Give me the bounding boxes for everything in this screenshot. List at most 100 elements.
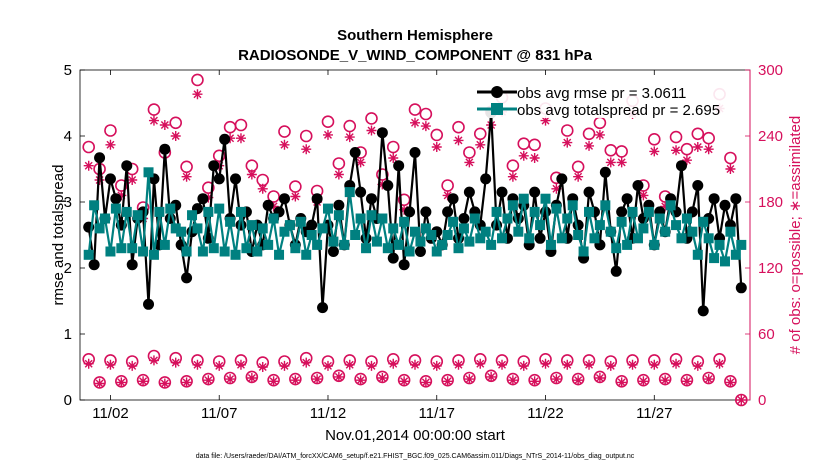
obs-assimilated-marker [257,183,268,194]
obs-assimilated-marker [399,376,410,387]
totalspread-point [393,239,404,250]
obs-assimilated-marker [540,115,551,126]
x-axis-label: Nov.01,2014 00:00:00 start [325,427,506,444]
totalspread-point [448,216,459,227]
totalspread-point [605,226,616,237]
obs-assimilated-marker [127,360,138,371]
obs-assimilated-marker [584,359,595,370]
obs-assimilated-marker [410,117,420,128]
obs-assimilated-marker [138,376,149,387]
obs-possible-marker [223,120,237,134]
obs-assimilated-marker [736,395,747,405]
x-tick-label: 11/02 [92,405,128,422]
obs-assimilated-marker [192,89,203,100]
totalspread-point [350,230,361,240]
totalspread-point [361,243,372,254]
totalspread-point [355,213,366,224]
y-right-tick-label: 180 [758,194,783,211]
legend-rmse-marker [491,86,503,98]
rmse-point [621,193,633,205]
obs-assimilated-marker [627,359,638,370]
obs-assimilated-marker [616,157,627,168]
y-axis-label: rmse and totalspread [50,165,67,306]
totalspread-point [676,233,687,244]
obs-assimilated-marker [257,362,268,372]
rmse-point [414,246,426,257]
totalspread-point [306,230,317,240]
obs-assimilated-marker [486,371,497,382]
obs-assimilated-marker [105,359,116,370]
obs-assimilated-marker [355,375,366,386]
totalspread-point [556,233,567,244]
totalspread-point [535,220,546,231]
rmse-point [442,206,454,218]
obs-assimilated-marker [431,360,442,371]
obs-assimilated-marker [703,374,714,385]
y-right-tick-label: 300 [758,62,783,79]
rmse-point [311,193,323,205]
totalspread-point [197,246,208,257]
obs-assimilated-marker [692,360,703,371]
rmse-point [480,173,492,185]
totalspread-point [681,213,692,224]
obs-assimilated-marker [388,358,399,369]
totalspread-point [589,233,600,244]
rmse-point [599,166,611,178]
rmse-point [376,127,388,139]
obs-assimilated-marker [573,375,584,386]
axes: 0 1 2 3 4 5 0 60 120 180 240 300 11/02 11/07 11/12 11/1… [64,62,783,422]
obs-assimilated-marker [181,377,192,388]
totalspread-point [584,206,595,217]
obs-assimilated-marker [116,190,127,201]
totalspread-point [366,210,377,221]
rmse-point [327,246,339,257]
obs-assimilated-marker [649,359,660,370]
obs-assimilated-marker [431,142,442,152]
totalspread-point [497,233,508,244]
obs-assimilated-marker [246,373,257,383]
totalspread-point [524,233,535,244]
obs-assimilated-marker [562,137,573,148]
rmse-point [181,272,193,284]
obs-possible-marker [299,129,313,143]
totalspread-point [649,239,660,250]
obs-possible-marker [528,138,541,152]
rmse-point [398,259,410,271]
obs-assimilated-marker [442,376,453,387]
rmse-point [730,193,742,205]
totalspread-point [187,210,198,221]
obs-possible-marker [82,140,96,154]
totalspread-point [480,226,491,237]
totalspread-point [611,243,622,254]
obs-assimilated-marker [464,157,475,168]
totalspread-point [377,213,388,224]
obs-assimilated-marker [725,164,736,174]
obs-assimilated-marker [420,377,431,388]
totalspread-point [660,226,671,237]
totalspread-point [235,206,246,217]
rmse-point [219,133,231,145]
rmse-point [463,186,475,198]
rmse-point [610,265,622,277]
totalspread-point [181,246,192,257]
obs-assimilated-marker [660,375,671,386]
obs-assimilated-marker [551,374,562,385]
obs-assimilated-marker [518,150,529,161]
obs-possible-marker [430,128,444,142]
totalspread-point [491,206,502,217]
obs-assimilated-marker [671,358,682,369]
obs-assimilated-marker [203,192,214,203]
obs-assimilated-marker [344,359,355,370]
totalspread-point [89,200,100,211]
rmse-point [692,180,704,191]
totalspread-point [600,200,611,211]
obs-assimilated-marker [725,377,736,388]
rmse-point [393,160,405,172]
totalspread-point [719,256,730,267]
x-tick-label: 11/22 [527,405,563,422]
totalspread-point [371,236,382,247]
obs-assimilated-marker [584,140,595,151]
obs-assimilated-marker [159,120,170,130]
totalspread-point [263,239,274,250]
obs-assimilated-marker [540,358,551,369]
